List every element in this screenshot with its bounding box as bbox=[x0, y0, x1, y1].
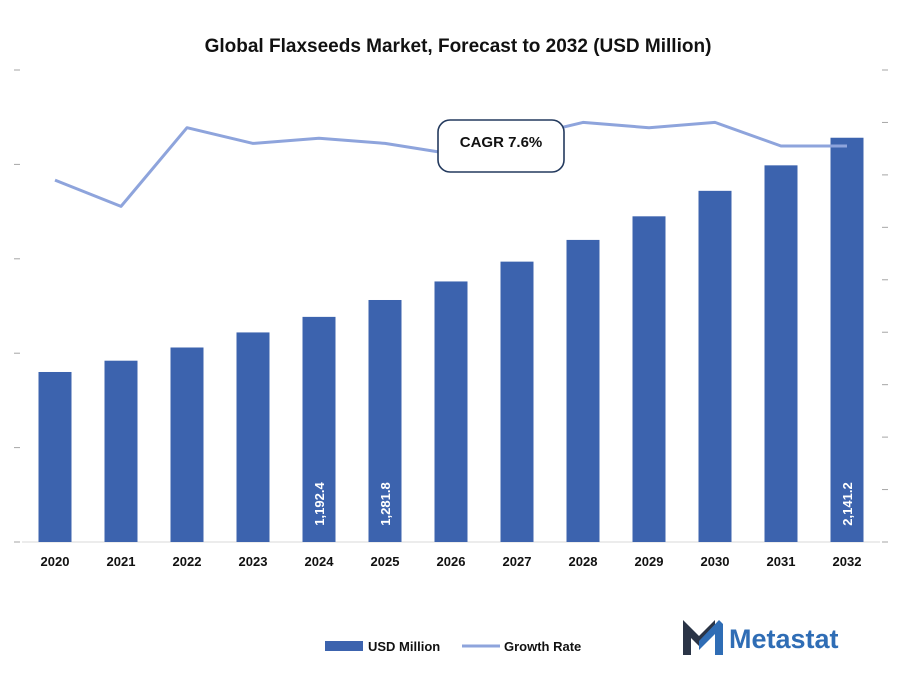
legend-label-line: Growth Rate bbox=[504, 639, 581, 654]
metastat-logo-icon bbox=[683, 620, 715, 655]
x-tick-labels: 2020 2021 2022 2023 2024 2025 2026 2027 2028 2029… bbox=[41, 554, 862, 569]
cagr-label: CAGR 7.6% bbox=[460, 134, 543, 151]
bar-data-label: 1,281.8 bbox=[378, 482, 393, 525]
bar bbox=[698, 190, 732, 542]
bar bbox=[236, 332, 270, 542]
x-tick-label: 2023 bbox=[239, 554, 268, 569]
bar bbox=[368, 299, 402, 542]
right-axis-ticks bbox=[882, 69, 888, 543]
legend: USD Million Growth Rate bbox=[325, 639, 581, 654]
x-tick-label: 2031 bbox=[767, 554, 796, 569]
x-tick-label: 2022 bbox=[173, 554, 202, 569]
x-tick-label: 2027 bbox=[503, 554, 532, 569]
bar bbox=[500, 261, 534, 542]
chart-title: Global Flaxseeds Market, Forecast to 203… bbox=[205, 36, 712, 57]
bar bbox=[830, 137, 864, 542]
bar bbox=[434, 281, 468, 542]
metastat-logo-accent bbox=[699, 620, 723, 655]
legend-swatch-bar bbox=[325, 641, 363, 651]
x-tick-label: 2029 bbox=[635, 554, 664, 569]
x-tick-label: 2021 bbox=[107, 554, 136, 569]
brand-name: Metastat bbox=[729, 624, 839, 654]
bar bbox=[38, 371, 72, 542]
data-labels: 1,192.4 1,281.8 2,141.2 bbox=[312, 482, 855, 526]
x-tick-label: 2032 bbox=[833, 554, 862, 569]
bar bbox=[632, 216, 666, 542]
bar bbox=[170, 347, 204, 542]
cagr-box bbox=[437, 119, 565, 173]
x-tick-label: 2026 bbox=[437, 554, 466, 569]
bar bbox=[566, 239, 600, 543]
x-tick-label: 2020 bbox=[41, 554, 70, 569]
bar bbox=[104, 360, 138, 542]
legend-label-bar: USD Million bbox=[368, 639, 440, 654]
x-tick-label: 2028 bbox=[569, 554, 598, 569]
x-tick-label: 2025 bbox=[371, 554, 400, 569]
brand-logo: Metastat bbox=[683, 620, 839, 655]
bar-series bbox=[38, 137, 864, 543]
bar-data-label: 1,192.4 bbox=[312, 482, 327, 526]
cagr-callout: CAGR 7.6% bbox=[437, 119, 565, 173]
left-axis-ticks bbox=[14, 69, 20, 543]
bar bbox=[764, 165, 798, 542]
x-tick-label: 2024 bbox=[305, 554, 335, 569]
bar bbox=[302, 316, 336, 542]
x-tick-label: 2030 bbox=[701, 554, 730, 569]
bar-data-label: 2,141.2 bbox=[840, 482, 855, 525]
